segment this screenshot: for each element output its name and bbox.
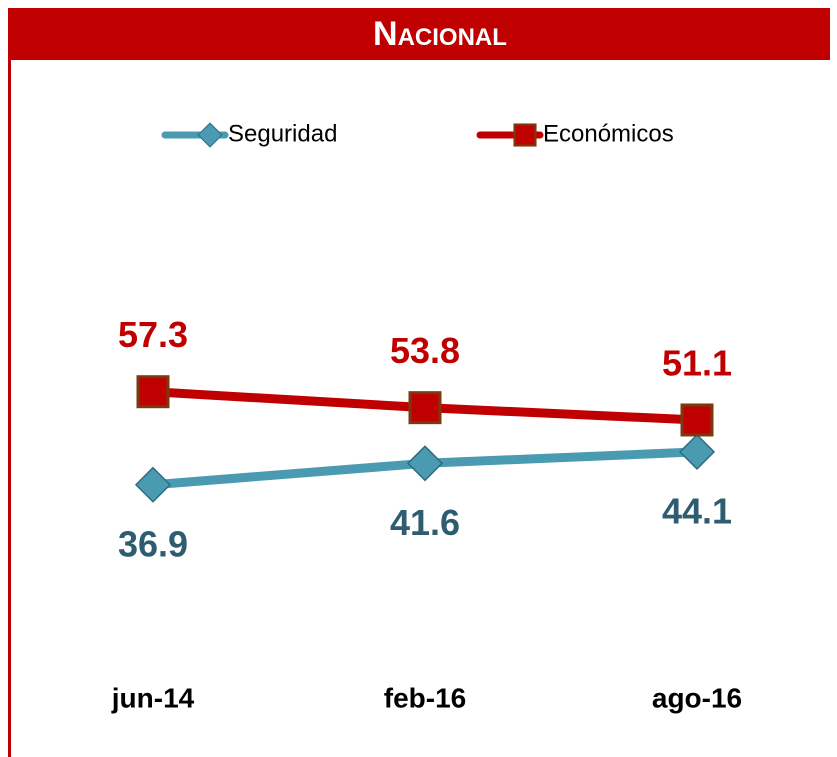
data-marker	[406, 445, 444, 482]
data-marker	[678, 433, 716, 470]
data-label: 57.3	[118, 314, 188, 355]
data-label: 44.1	[662, 490, 732, 531]
x-tick-label: ago-16	[652, 682, 742, 713]
left-border	[8, 8, 11, 757]
legend-marker	[197, 122, 223, 148]
data-label: 41.6	[390, 502, 460, 543]
data-marker	[680, 403, 714, 437]
data-marker	[408, 391, 442, 425]
legend-marker	[513, 123, 537, 147]
data-marker	[136, 375, 170, 409]
chart-title: Nacional	[373, 15, 507, 53]
legend-label: Seguridad	[228, 120, 337, 147]
x-tick-label: jun-14	[111, 682, 195, 713]
x-tick-label: feb-16	[384, 682, 466, 713]
data-label: 53.8	[390, 330, 460, 371]
data-marker	[134, 466, 172, 503]
data-label: 51.1	[662, 342, 732, 383]
legend-label: Económicos	[543, 120, 674, 147]
header-band	[8, 8, 830, 60]
data-label: 36.9	[118, 523, 188, 564]
